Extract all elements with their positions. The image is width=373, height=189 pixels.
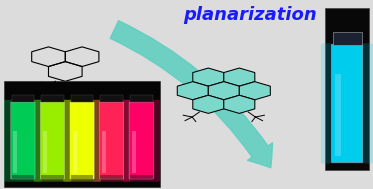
Bar	[4, 81, 160, 187]
FancyBboxPatch shape	[11, 102, 35, 179]
FancyBboxPatch shape	[70, 102, 94, 179]
FancyBboxPatch shape	[100, 102, 124, 179]
Polygon shape	[193, 68, 224, 86]
Bar	[130, 95, 153, 102]
Polygon shape	[224, 68, 255, 86]
Bar	[12, 95, 34, 102]
FancyBboxPatch shape	[129, 102, 153, 179]
Polygon shape	[193, 95, 224, 113]
Bar	[333, 32, 362, 45]
Bar	[102, 131, 106, 173]
Polygon shape	[177, 82, 208, 100]
Polygon shape	[208, 82, 239, 100]
Bar	[41, 95, 64, 102]
FancyBboxPatch shape	[40, 102, 65, 179]
Bar	[71, 95, 93, 102]
Bar	[100, 175, 123, 179]
Bar	[43, 131, 47, 173]
Bar	[41, 175, 64, 179]
Polygon shape	[239, 82, 270, 100]
FancyBboxPatch shape	[122, 100, 160, 182]
FancyBboxPatch shape	[321, 43, 373, 163]
FancyBboxPatch shape	[34, 100, 71, 182]
FancyBboxPatch shape	[63, 100, 101, 182]
FancyArrowPatch shape	[110, 21, 273, 168]
Bar	[130, 175, 153, 179]
Bar	[71, 175, 93, 179]
Bar	[13, 131, 18, 173]
Bar	[335, 74, 341, 156]
FancyBboxPatch shape	[4, 100, 42, 182]
Bar	[12, 175, 34, 179]
Bar	[132, 131, 136, 173]
Bar	[72, 131, 76, 173]
FancyBboxPatch shape	[332, 44, 363, 163]
Bar	[100, 95, 123, 102]
Bar	[325, 8, 369, 170]
Polygon shape	[224, 95, 255, 113]
FancyBboxPatch shape	[93, 100, 131, 182]
Text: planarization: planarization	[183, 6, 317, 24]
